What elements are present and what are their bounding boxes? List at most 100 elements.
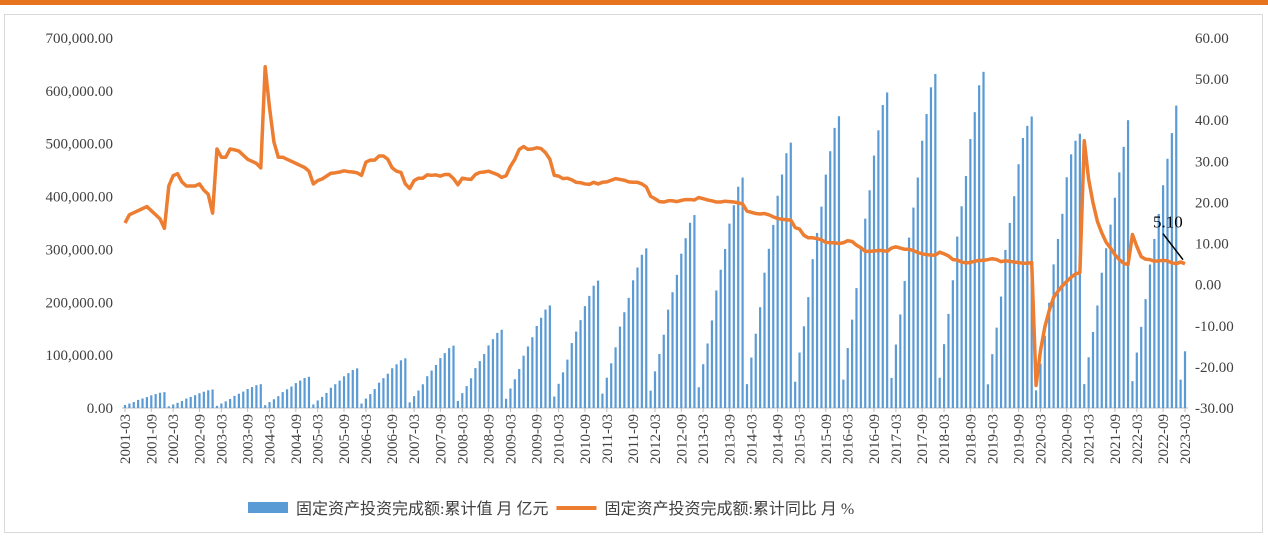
bar — [491, 339, 495, 408]
bar — [1148, 264, 1152, 408]
bar — [268, 402, 271, 408]
x-tick-label: 2018-09 — [963, 414, 979, 464]
bar — [772, 224, 775, 408]
bar — [1052, 264, 1055, 408]
bar — [868, 190, 871, 408]
x-tick-label: 2001-03 — [118, 414, 134, 464]
bar — [158, 392, 162, 408]
bar — [921, 140, 924, 409]
bar — [180, 400, 184, 408]
bar — [956, 236, 959, 408]
bar — [557, 383, 560, 408]
bar — [688, 222, 692, 408]
line — [123, 65, 1186, 388]
legend-label: 固定资产投资完成额:累计值 月 亿元 — [296, 500, 548, 518]
bar — [1140, 326, 1143, 408]
bar — [167, 406, 170, 408]
bar — [785, 153, 788, 408]
bar — [1122, 146, 1125, 408]
bar — [706, 343, 709, 408]
bar — [364, 398, 368, 408]
bar — [601, 393, 604, 408]
bar — [185, 398, 188, 408]
y-tick-label: 300,000.00 — [46, 242, 114, 258]
bar — [614, 347, 617, 408]
bar — [456, 400, 459, 408]
bar — [264, 405, 267, 408]
bar — [224, 401, 227, 408]
bar — [386, 373, 389, 408]
bar — [1061, 213, 1064, 408]
bar — [675, 274, 679, 408]
bar — [391, 368, 394, 408]
bar — [316, 400, 319, 408]
bar — [290, 386, 293, 408]
bar — [220, 403, 223, 408]
bar — [759, 307, 762, 408]
y-tick-label: 500,000.00 — [46, 137, 114, 153]
bar — [829, 151, 832, 408]
bar — [929, 87, 933, 408]
bar — [272, 399, 276, 408]
x-tick-label: 2023-03 — [1178, 414, 1194, 464]
bar — [434, 364, 438, 408]
legend-swatch — [248, 502, 288, 513]
x-tick-label: 2013-03 — [696, 414, 712, 464]
bar — [281, 392, 284, 408]
bar — [430, 370, 433, 408]
bar — [1175, 105, 1178, 409]
x-tick-label: 2010-03 — [552, 414, 568, 464]
bar — [211, 389, 214, 408]
bar — [627, 297, 630, 408]
bar — [163, 392, 166, 408]
bar — [999, 296, 1003, 408]
bar — [382, 378, 385, 408]
bar — [702, 364, 705, 408]
y2-tick-label: -20.00 — [1195, 360, 1234, 376]
x-tick-label: 2003-09 — [241, 414, 257, 464]
bar — [237, 393, 240, 408]
bar — [780, 174, 784, 408]
x-tick-label: 2020-03 — [1033, 414, 1049, 464]
x-tick-label: 2002-03 — [166, 414, 182, 464]
bar — [369, 394, 372, 408]
bar — [881, 105, 884, 409]
x-tick-label: 2016-09 — [867, 414, 883, 464]
bar — [474, 368, 477, 408]
bar — [377, 382, 381, 408]
bar — [465, 386, 468, 408]
bar — [351, 369, 354, 408]
x-tick-label: 2019-03 — [985, 414, 1001, 464]
bar — [448, 348, 451, 408]
bar — [872, 155, 876, 408]
bar — [982, 71, 985, 408]
bar — [1070, 154, 1073, 408]
bar — [912, 207, 915, 408]
bar — [662, 334, 665, 408]
bar — [623, 312, 626, 408]
bar — [916, 177, 919, 408]
x-tick-label: 2022-03 — [1130, 414, 1146, 464]
x-tick-label: 2012-03 — [648, 414, 664, 464]
bar — [605, 377, 608, 408]
x-tick-label: 2014-09 — [771, 414, 787, 464]
y2-tick-label: 60.00 — [1195, 31, 1229, 47]
bar — [233, 395, 236, 408]
x-tick-label: 2001-09 — [144, 414, 160, 464]
bar — [1118, 172, 1121, 408]
bar — [478, 361, 481, 408]
bar — [802, 326, 806, 408]
bar — [653, 371, 657, 408]
bar — [1135, 352, 1138, 408]
bar — [1144, 299, 1147, 408]
x-tick-label: 2003-03 — [214, 414, 230, 464]
bar — [553, 396, 556, 408]
bar — [1157, 213, 1160, 408]
bar — [938, 377, 941, 408]
x-tick-label: 2021-09 — [1108, 414, 1124, 464]
bar — [1021, 137, 1025, 408]
bar — [461, 393, 464, 408]
bar — [894, 344, 898, 408]
bar — [592, 285, 595, 408]
x-tick-label: 2018-03 — [937, 414, 953, 464]
